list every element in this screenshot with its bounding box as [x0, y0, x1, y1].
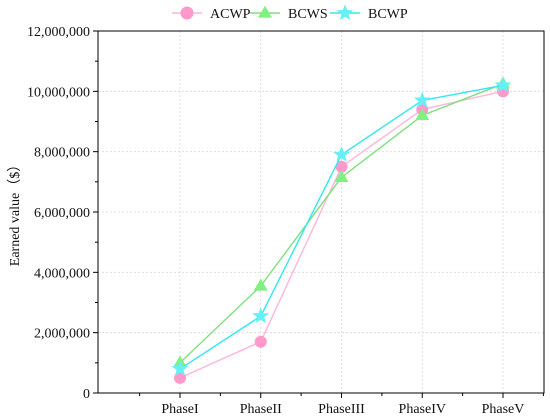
series: [171, 76, 512, 384]
y-tick-label: 10,000,000: [27, 85, 90, 100]
x-tick-label: PhaseII: [240, 402, 282, 416]
x-axis: PhaseI PhaseII PhaseIII PhaseIV PhaseV: [139, 393, 544, 416]
x-tick-label: PhaseIV: [399, 402, 446, 416]
y-tick-label: 2,000,000: [34, 327, 90, 342]
x-tick-label: PhaseIII: [318, 402, 365, 416]
data-point: [334, 170, 349, 182]
y-axis-label: Earned value（$）: [7, 158, 23, 266]
data-point: [335, 160, 348, 173]
data-point: [494, 76, 512, 93]
y-tick-label: 6,000,000: [34, 206, 90, 221]
data-point: [174, 371, 186, 384]
y-axis: 0 2,000,000 4,000,000 6,000,000 8,000,000 10,…: [27, 25, 98, 402]
data-point: [333, 145, 350, 162]
legend-label: BCWP: [368, 7, 408, 22]
x-tick-label: PhaseV: [482, 402, 525, 416]
legend-item-acwp: ACWP: [172, 6, 251, 22]
data-point: [413, 91, 431, 108]
legend: ACWP BCWS BCWP: [172, 4, 408, 22]
series-bcwp: [171, 76, 512, 376]
legend-item-bcwp: BCWP: [330, 4, 408, 22]
y-tick-label: 8,000,000: [34, 146, 90, 161]
legend-marker: [336, 4, 354, 21]
data-point: [171, 360, 189, 376]
legend-item-bcws: BCWS: [250, 5, 328, 22]
x-tick-label: PhaseI: [161, 402, 199, 416]
data-point: [254, 335, 267, 348]
data-point: [415, 108, 430, 121]
data-point: [252, 307, 270, 324]
y-tick-label: 0: [83, 387, 90, 402]
legend-marker: [180, 6, 194, 20]
legend-marker: [257, 5, 273, 18]
legend-label: ACWP: [210, 7, 251, 22]
data-point: [253, 278, 268, 291]
series-line: [179, 90, 504, 379]
y-tick-label: 4,000,000: [34, 266, 90, 281]
y-tick-label: 12,000,000: [27, 25, 90, 40]
legend-label: BCWS: [288, 7, 328, 22]
